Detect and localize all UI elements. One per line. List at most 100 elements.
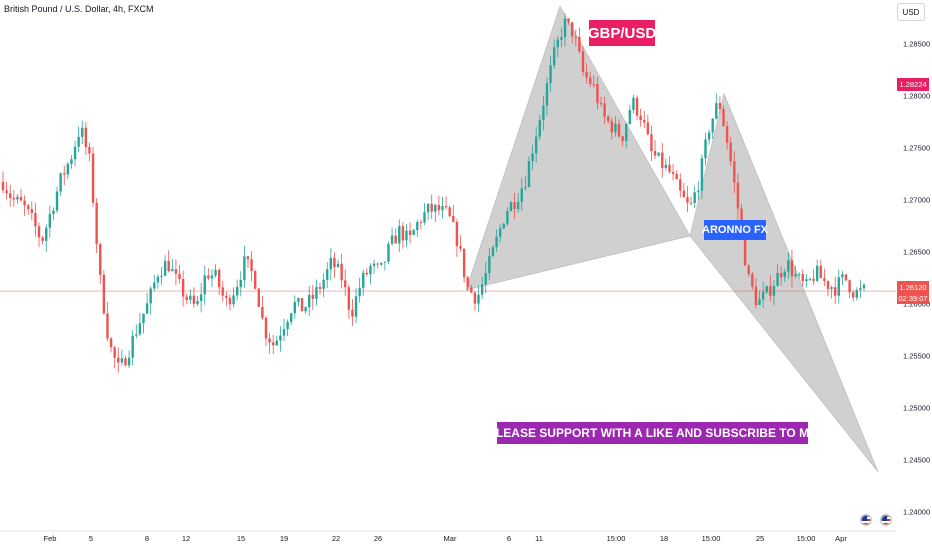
candle-body xyxy=(174,269,178,274)
candle-body xyxy=(171,269,174,272)
candle-body xyxy=(437,204,441,211)
candle-body xyxy=(160,275,163,277)
candle-body xyxy=(628,109,632,124)
candle-body xyxy=(354,296,358,317)
candle-body xyxy=(534,136,538,154)
candle-body xyxy=(765,286,768,293)
currency-button[interactable]: USD xyxy=(897,3,925,21)
candle-body xyxy=(167,260,170,272)
countdown-tag: 02:39:07 xyxy=(897,293,929,304)
us-flag-icon[interactable] xyxy=(880,514,892,526)
candle-body xyxy=(639,115,642,121)
candle-body xyxy=(217,269,221,288)
candle-body xyxy=(185,296,188,300)
candle-body xyxy=(862,284,866,289)
candle-body xyxy=(27,205,30,210)
candle-body xyxy=(498,228,502,237)
candle-body xyxy=(286,321,289,330)
candle-body xyxy=(682,190,686,198)
candle-body xyxy=(362,272,365,288)
us-flag-icon[interactable] xyxy=(860,514,872,526)
candle-body xyxy=(805,279,808,282)
candle-body xyxy=(488,256,491,274)
candle-body xyxy=(783,271,786,278)
candle-body xyxy=(589,77,592,85)
candle-body xyxy=(855,290,858,298)
candle-body xyxy=(538,120,541,137)
candle-body xyxy=(127,357,131,366)
candle-body xyxy=(812,278,815,281)
candle-body xyxy=(351,309,354,317)
candle-body xyxy=(844,274,848,281)
candle-body xyxy=(729,142,732,162)
candle-body xyxy=(797,274,801,276)
candle-body xyxy=(646,122,650,135)
candle-body xyxy=(643,120,646,123)
candle-body xyxy=(671,171,675,174)
x-tick-label: 11 xyxy=(535,534,543,543)
candle-body xyxy=(761,292,765,300)
candle-body xyxy=(441,206,444,211)
candle-body xyxy=(851,292,855,298)
x-tick-label: 15:00 xyxy=(607,534,626,543)
candle-body xyxy=(189,295,192,300)
candle-body xyxy=(491,247,495,257)
cta-label[interactable]: PLEASE SUPPORT WITH A LIKE AND SUBSCRIBE… xyxy=(488,422,817,444)
candle-body xyxy=(153,282,156,289)
y-tick-label: 1.28000 xyxy=(903,92,930,101)
candle-body xyxy=(794,274,797,277)
candle-body xyxy=(416,222,419,231)
candle-body xyxy=(578,36,581,52)
candle-body xyxy=(326,269,329,280)
candle-body xyxy=(243,256,246,280)
candle-body xyxy=(408,230,412,235)
candle-body xyxy=(333,257,336,267)
candle-body xyxy=(736,182,740,209)
pair-label[interactable]: GBP/USD xyxy=(588,20,656,46)
candle-body xyxy=(77,136,80,147)
candle-body xyxy=(808,278,812,280)
candle-body xyxy=(365,272,369,275)
candle-body xyxy=(290,313,293,322)
x-tick-label: Feb xyxy=(44,534,57,543)
candle-body xyxy=(513,202,516,210)
candle-body xyxy=(376,263,379,265)
candle-body xyxy=(52,210,55,214)
candle-body xyxy=(59,173,62,192)
candle-body xyxy=(109,338,113,348)
candle-body xyxy=(787,260,790,272)
candle-body xyxy=(221,287,224,296)
candle-body xyxy=(120,358,124,363)
x-tick-label: 15:00 xyxy=(797,534,816,543)
candle-body xyxy=(733,161,736,183)
candle-body xyxy=(833,287,837,296)
candle-body xyxy=(859,288,862,291)
candle-body xyxy=(592,84,596,86)
candle-body xyxy=(225,295,228,298)
x-tick-label: 12 xyxy=(182,534,190,543)
x-tick-label: 8 xyxy=(145,534,149,543)
candle-body xyxy=(192,295,196,304)
brand-label[interactable]: ARONNO FX xyxy=(702,220,768,240)
y-tick-label: 1.24500 xyxy=(903,455,930,464)
candle-body xyxy=(607,116,610,122)
candle-body xyxy=(484,273,487,285)
candle-body xyxy=(405,230,408,241)
candle-body xyxy=(66,163,70,175)
candle-body xyxy=(48,213,52,228)
y-tick-label: 1.24000 xyxy=(903,507,930,516)
candle-body xyxy=(516,201,520,210)
candle-body xyxy=(581,51,585,72)
candle-body xyxy=(509,202,513,211)
candle-body xyxy=(30,209,34,213)
candle-body xyxy=(801,274,804,282)
candle-body xyxy=(9,193,12,198)
candle-body xyxy=(434,204,437,212)
x-tick-label: 22 xyxy=(332,534,340,543)
candle-body xyxy=(12,197,16,200)
candle-body xyxy=(34,212,37,227)
candle-body xyxy=(124,358,127,366)
candle-body xyxy=(625,123,628,142)
